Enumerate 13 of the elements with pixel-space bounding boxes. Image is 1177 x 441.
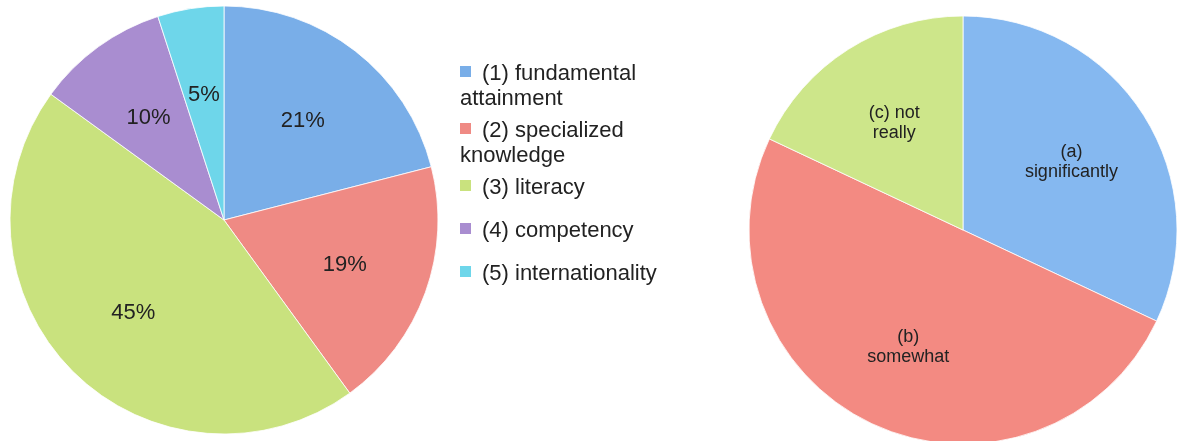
legend-label: (2) specialized knowledge [460, 117, 624, 167]
legend-label: (4) competency [482, 217, 634, 242]
data-label: 45% [111, 298, 156, 324]
legend-label: (1) fundamental attainment [460, 60, 637, 110]
data-label: 21% [280, 106, 325, 132]
slice-label: (a) significantly [1024, 141, 1118, 182]
data-label: 5% [188, 80, 220, 106]
legend-label: (5) internationality [482, 260, 657, 285]
data-label: 19% [322, 250, 367, 276]
legend-label: (3) literacy [482, 174, 585, 199]
slice-label: (c) not really [868, 101, 920, 142]
slice-label: (b) somewhat [867, 326, 950, 367]
data-label: 10% [126, 103, 171, 129]
